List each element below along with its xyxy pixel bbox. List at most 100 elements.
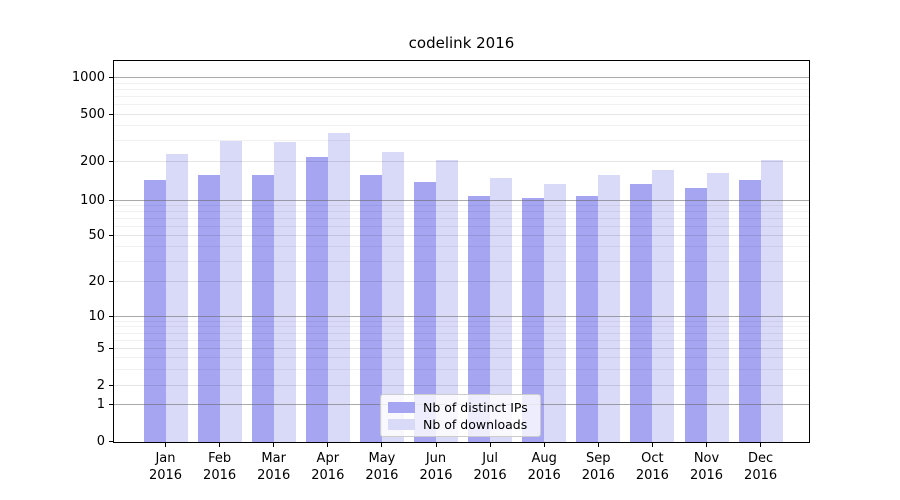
- y-axis-tick-label: 2: [96, 378, 105, 393]
- gridline: [114, 357, 809, 358]
- gridline: [114, 200, 809, 201]
- y-axis-tick-label: 0: [96, 434, 105, 449]
- x-axis-tick-label: Feb 2016: [203, 451, 237, 483]
- gridline: [114, 161, 809, 162]
- y-axis-tick-label: 1000: [71, 70, 105, 85]
- chart-title: codelink 2016: [408, 34, 515, 52]
- gridline: [114, 316, 809, 317]
- x-tick-mark: [706, 442, 707, 447]
- gridline: [114, 140, 809, 142]
- bar-downloads: [652, 169, 675, 442]
- y-tick-mark: [109, 114, 114, 115]
- gridline: [114, 320, 809, 322]
- x-axis-tick-label: Mar 2016: [257, 451, 291, 483]
- y-tick-mark: [109, 281, 114, 282]
- gridline: [114, 96, 809, 97]
- legend-label-downloads: Nb of downloads: [423, 417, 528, 432]
- y-axis-tick-label: 50: [88, 228, 105, 243]
- gridline: [114, 246, 809, 248]
- x-tick-mark: [489, 442, 491, 447]
- y-tick-mark: [109, 235, 114, 236]
- bar-downloads: [273, 142, 296, 442]
- y-axis-tick-label: 100: [80, 193, 105, 208]
- grid-layer: [114, 61, 809, 442]
- x-tick-mark: [327, 442, 329, 447]
- gridline: [114, 260, 809, 262]
- bar-distinct-ips: [251, 174, 274, 442]
- y-tick-mark: [109, 441, 114, 442]
- gridline: [114, 77, 809, 78]
- legend-item-downloads: Nb of downloads: [388, 417, 532, 432]
- gridline: [114, 104, 809, 106]
- y-tick-mark: [109, 348, 114, 349]
- y-axis-tick-label: 10: [88, 309, 105, 324]
- x-axis-tick-label: Jun 2016: [419, 451, 453, 483]
- x-axis-tick-label: Nov 2016: [689, 451, 724, 483]
- gridline: [114, 235, 809, 236]
- bar-downloads: [490, 178, 513, 442]
- x-tick-mark: [219, 442, 221, 447]
- y-axis: 0 1 2 5 10 20 50 100 200 500 1000: [72, 61, 809, 449]
- bar-distinct-ips: [738, 180, 761, 442]
- y-axis-tick-label: 200: [80, 154, 105, 169]
- y-tick-mark: [109, 385, 114, 386]
- bar-downloads: [436, 159, 458, 442]
- gridline: [114, 348, 809, 349]
- gridline: [114, 88, 809, 90]
- legend-label-distinct-ips: Nb of distinct IPs: [423, 400, 528, 415]
- bar-distinct-ips: [414, 182, 436, 442]
- bars-layer: [114, 61, 809, 442]
- bar-distinct-ips: [522, 198, 545, 442]
- y-axis-tick-label: 1: [96, 397, 105, 412]
- bar-downloads: [165, 153, 188, 442]
- bar-distinct-ips: [468, 195, 491, 442]
- y-tick-mark: [109, 316, 114, 317]
- bar-distinct-ips: [197, 174, 220, 442]
- gridline: [114, 326, 809, 328]
- plot-area: 0 1 2 5 10 20 50 100 200 500 1000 Jan 2016 Feb 2016…: [72, 60, 810, 483]
- gridline: [114, 211, 809, 213]
- bar-downloads: [381, 151, 404, 442]
- gridline: [114, 82, 809, 84]
- gridline: [114, 114, 809, 115]
- x-tick-mark: [381, 442, 383, 447]
- x-tick-mark: [273, 442, 275, 447]
- bar-downloads: [544, 184, 567, 442]
- x-axis-tick-label: Oct 2016: [635, 451, 669, 483]
- x-axis-tick-label: Jan 2016: [148, 451, 183, 483]
- x-axis-tick-label: May 2016: [365, 451, 399, 483]
- x-axis-tick-label: Jul 2016: [473, 451, 507, 483]
- y-tick-mark: [109, 404, 114, 405]
- gridline: [114, 339, 809, 341]
- bar-downloads: [327, 133, 350, 442]
- x-axis-tick-label: Sep 2016: [581, 451, 615, 483]
- bar-distinct-ips: [305, 157, 328, 442]
- x-tick-mark: [543, 442, 545, 447]
- gridline: [114, 368, 809, 370]
- x-tick-mark: [597, 442, 599, 447]
- gridline: [114, 125, 809, 127]
- gridline: [114, 385, 809, 386]
- x-tick-mark: [760, 442, 762, 447]
- gridline: [114, 205, 809, 207]
- y-tick-mark: [109, 77, 114, 78]
- bar-distinct-ips: [359, 174, 382, 442]
- gridline: [114, 332, 809, 334]
- x-tick-mark: [165, 442, 166, 447]
- bar-distinct-ips: [630, 184, 653, 442]
- y-axis-tick-label: 500: [80, 107, 105, 122]
- bar-downloads: [760, 159, 783, 442]
- gridline: [114, 225, 809, 227]
- y-tick-mark: [109, 200, 114, 201]
- x-axis-tick-label: Aug 2016: [527, 451, 561, 483]
- y-tick-mark: [109, 161, 114, 162]
- bar-distinct-ips: [576, 195, 599, 442]
- legend-swatch-downloads: [388, 419, 415, 430]
- gridline: [114, 281, 809, 282]
- x-axis-tick-label: Apr 2016: [311, 451, 345, 483]
- x-axis-tick-label: Dec 2016: [744, 451, 778, 483]
- legend-item-distinct-ips: Nb of distinct IPs: [388, 400, 532, 415]
- x-tick-mark: [651, 442, 653, 447]
- bar-distinct-ips: [684, 188, 707, 442]
